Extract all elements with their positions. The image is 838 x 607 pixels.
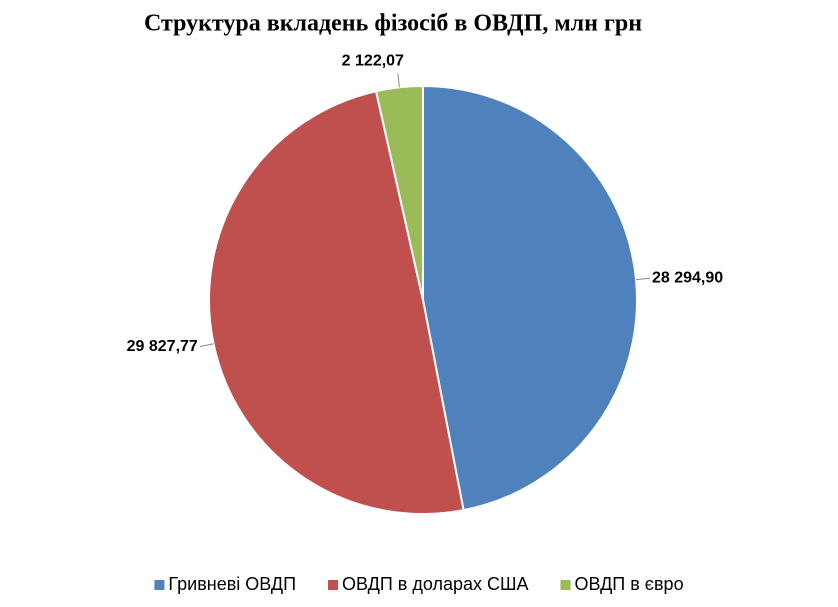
legend: Гривневі ОВДП ОВДП в доларах США ОВДП в єв… [154, 574, 684, 594]
chart-title: Структура вкладень фізосіб в ОВДП, млн г… [144, 11, 642, 37]
legend-label: ОВДП в євро [575, 574, 684, 594]
legend-label: ОВДП в доларах США [342, 574, 528, 594]
data-label: 29 827,77 [127, 338, 198, 355]
legend-swatch [560, 580, 571, 590]
leader-line [397, 73, 400, 88]
legend-swatch [154, 580, 165, 590]
pie-slice [422, 84, 638, 512]
pie-slice [207, 90, 465, 515]
legend-label: Гривневі ОВДП [168, 574, 296, 594]
legend-swatch [328, 580, 339, 590]
data-label: 28 294,90 [652, 270, 723, 287]
data-label: 2 122,07 [342, 53, 404, 70]
leader-line [199, 343, 214, 348]
leader-line [635, 277, 651, 281]
